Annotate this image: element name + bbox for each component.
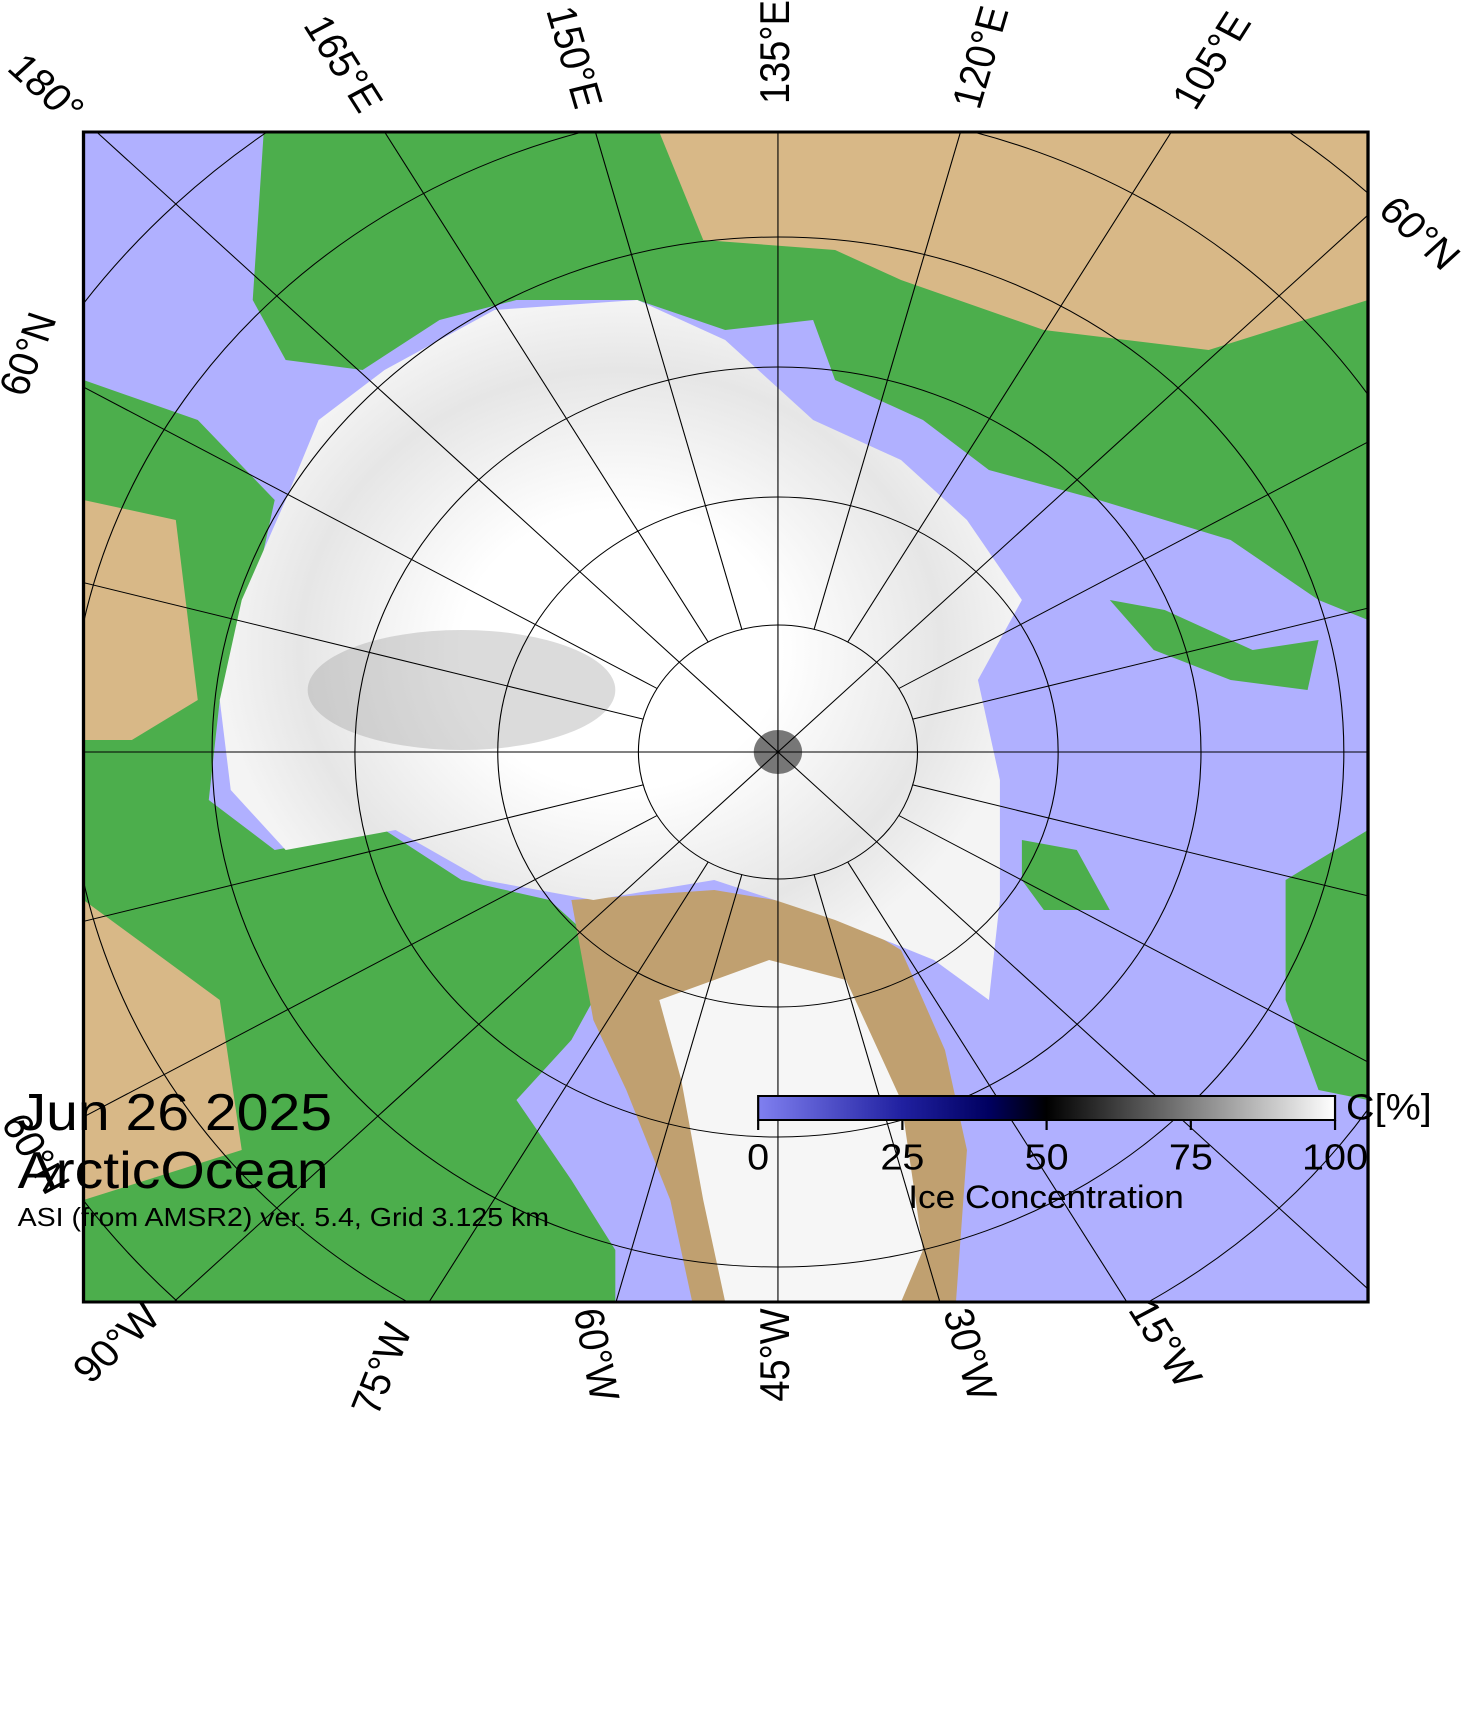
- meridian: [428, 861, 709, 1302]
- lon-label: 165°E: [294, 8, 391, 119]
- date: Jun 26 2025: [18, 1083, 332, 1141]
- meridian: [847, 132, 1172, 643]
- lon-label: 135°E: [752, 0, 798, 104]
- region: ArcticOcean: [18, 1141, 329, 1199]
- meridian: [912, 607, 1369, 720]
- lat-label: 60°N: [0, 307, 66, 401]
- meridian: [172, 751, 779, 1302]
- meridian: [95, 132, 779, 753]
- meridian: [615, 874, 743, 1302]
- meridian: [83, 582, 644, 720]
- sea-ice: [219, 300, 1022, 1000]
- lon-label: 45°W: [752, 1308, 798, 1402]
- colorbar-tick-label: 25: [880, 1138, 924, 1178]
- colorbar-tick-label: 75: [1169, 1138, 1213, 1178]
- map-frame: [81, 130, 1370, 1304]
- colorbar-tick-label: 50: [1025, 1138, 1069, 1178]
- colorbar: [757, 1095, 1337, 1121]
- meridian: [847, 861, 1128, 1302]
- lon-label: 90°W: [64, 1295, 169, 1391]
- meridian: [83, 815, 658, 1118]
- lon-label: 30°W: [934, 1304, 1005, 1405]
- lon-label: 105°E: [1163, 5, 1260, 116]
- lon-label: 75°W: [343, 1318, 421, 1420]
- meridian: [898, 441, 1369, 689]
- colorbar-ticks: 0 25 50 75 100: [747, 1120, 1368, 1178]
- colorbar-label: Ice Concentration: [908, 1180, 1184, 1215]
- low-ice-area: [307, 630, 616, 750]
- colorbar-tick-label: 100: [1302, 1138, 1368, 1178]
- siberia-highland: [659, 132, 1369, 350]
- lon-label: 15°W: [1119, 1293, 1210, 1395]
- lon-label: 60°W: [564, 1305, 627, 1404]
- novaya-zemlya: [1109, 600, 1319, 690]
- colorbar-unit: C[%]: [1346, 1088, 1432, 1128]
- north-america-highland: [83, 500, 242, 1200]
- lon-label: 180°: [0, 46, 93, 131]
- greenland-ice: [659, 960, 923, 1302]
- lon-label: 120°E: [944, 2, 1018, 113]
- colorbar-tick-label: 0: [747, 1138, 769, 1178]
- meridian: [898, 815, 1369, 1063]
- meridian: [912, 784, 1369, 897]
- meridian: [83, 386, 658, 689]
- meridian: [383, 132, 709, 643]
- meridian: [83, 784, 644, 922]
- svalbard-scandinavia: [1021, 830, 1369, 1100]
- lon-label: 150°E: [537, 2, 611, 113]
- meridian: [813, 132, 962, 630]
- footer: ASI (from AMSR2) ver. 5.4, Grid 3.125 km: [18, 1202, 550, 1232]
- meridian: [777, 214, 1369, 753]
- meridian: [594, 132, 743, 630]
- meridian: [813, 874, 941, 1302]
- lat-label: 60°N: [1370, 189, 1468, 279]
